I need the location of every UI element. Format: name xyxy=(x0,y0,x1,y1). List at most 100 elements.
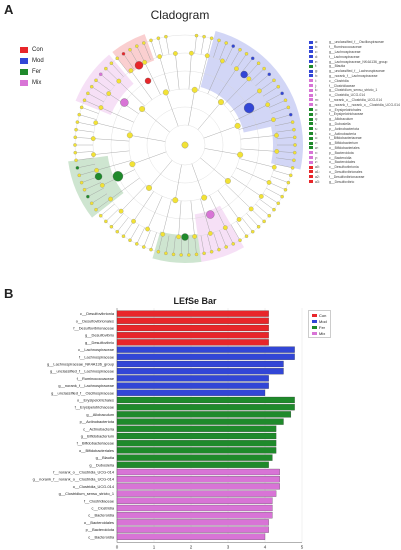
branch xyxy=(200,235,205,254)
taxon-node xyxy=(82,98,87,103)
taxa-color-swatch xyxy=(309,165,313,169)
taxon-node xyxy=(224,41,228,45)
taxa-color-swatch xyxy=(309,55,313,59)
group-legend-item: Fer xyxy=(20,66,44,77)
branch xyxy=(236,53,247,69)
branch xyxy=(231,176,262,197)
taxa-code: b: xyxy=(315,45,318,50)
taxon-node xyxy=(267,213,272,218)
taxa-legend-item: a0: c__Desulfovibrionia xyxy=(309,165,401,170)
branch xyxy=(79,170,97,176)
taxon-node xyxy=(121,234,126,238)
taxa-color-swatch xyxy=(309,93,313,97)
taxon-node xyxy=(238,47,242,52)
branch xyxy=(141,108,170,133)
taxa-legend-item: s: p__Actinobacteriota xyxy=(309,126,401,131)
root-node xyxy=(181,141,189,149)
lda-bar xyxy=(116,476,280,483)
branch xyxy=(87,93,104,102)
taxon-node xyxy=(231,44,235,48)
taxon-node xyxy=(274,133,279,138)
x-tick-label: 5 xyxy=(301,544,304,549)
taxonomy-ring xyxy=(110,70,260,220)
branch xyxy=(87,188,104,197)
branch xyxy=(259,198,275,210)
branch xyxy=(136,227,145,244)
biomarker-node xyxy=(120,98,129,107)
biomarker-node xyxy=(240,70,248,79)
taxa-code: a1: xyxy=(315,169,320,174)
taxon-node xyxy=(89,84,94,89)
taxon-node xyxy=(128,238,132,243)
bar-category-label: g__unclassified_f__Oscillospiraceae xyxy=(51,390,114,395)
taxa-code: d: xyxy=(315,54,318,59)
taxon-node xyxy=(286,180,291,185)
taxa-color-swatch xyxy=(309,136,313,140)
branch xyxy=(255,203,270,216)
branch xyxy=(96,160,132,171)
branch xyxy=(207,38,212,56)
taxa-label: o__Desulfovibrionales xyxy=(329,169,363,174)
taxon-node xyxy=(116,78,122,84)
taxon-node xyxy=(75,166,80,170)
taxon-node xyxy=(128,68,134,73)
taxa-color-swatch xyxy=(309,141,313,145)
taxon-node xyxy=(126,132,133,139)
taxa-code: k: xyxy=(315,88,318,93)
taxa-code: e: xyxy=(315,59,318,64)
branch xyxy=(95,122,131,132)
taxon-node xyxy=(108,196,113,202)
bar-legend-swatch xyxy=(312,319,317,323)
bar-legend-swatch xyxy=(312,325,317,329)
bar-category-label: c__Clostridia xyxy=(92,506,115,511)
lda-bar xyxy=(116,533,266,540)
taxa-color-swatch xyxy=(309,69,313,73)
taxon-node xyxy=(73,150,78,155)
branch xyxy=(111,213,124,227)
bar-category-label: f__Clostridiaceae xyxy=(84,498,114,503)
taxon-node xyxy=(104,66,108,71)
taxon-node xyxy=(77,112,82,117)
cladogram-title: Cladogram xyxy=(150,8,210,22)
taxon-node xyxy=(250,229,255,234)
taxon-node xyxy=(202,34,206,39)
taxon-node xyxy=(164,34,168,39)
taxa-label: p__Bacteroidota xyxy=(329,150,354,155)
taxon-node xyxy=(201,194,208,201)
branch xyxy=(246,213,259,227)
taxa-color-swatch xyxy=(309,74,313,78)
branch xyxy=(225,183,252,210)
branch xyxy=(84,182,102,190)
branch xyxy=(241,217,253,232)
taxon-node xyxy=(162,89,169,96)
taxon-node xyxy=(145,226,150,232)
branch xyxy=(268,100,286,108)
x-tick-label: 4 xyxy=(264,544,267,549)
taxa-label: g__Desulfovibrio xyxy=(329,179,355,184)
taxon-node xyxy=(104,219,108,224)
taxon-node xyxy=(276,84,281,89)
taxa-label: g__Bifidobacterium xyxy=(329,141,359,146)
taxon-node xyxy=(73,143,77,147)
branch xyxy=(271,107,289,114)
taxonomy-ring xyxy=(146,106,224,184)
taxa-label: g__norank_f__norank_o__Clostridia_UCG-01… xyxy=(329,102,400,107)
taxa-code: s: xyxy=(315,126,318,131)
taxon-node xyxy=(231,242,235,246)
lda-bar xyxy=(116,360,284,368)
bar-category-label: f__Lachnospiraceae xyxy=(79,354,114,359)
taxa-label: f__Lachnospiraceae xyxy=(329,54,360,59)
bar-category-label: f__Erysipelotrichaceae xyxy=(75,405,114,410)
branch xyxy=(100,74,115,87)
taxon-node xyxy=(176,234,181,240)
branch xyxy=(251,208,265,222)
taxon-node xyxy=(164,251,168,256)
group-legend-label: Mod xyxy=(32,57,44,64)
branch xyxy=(165,36,170,55)
bar-legend-item: Fer xyxy=(312,324,327,330)
taxa-legend-item: t: c__Actinobacteria xyxy=(309,131,401,136)
branch xyxy=(266,93,283,102)
biomarker-node xyxy=(112,171,124,182)
branch xyxy=(147,196,163,230)
branch xyxy=(190,200,195,237)
